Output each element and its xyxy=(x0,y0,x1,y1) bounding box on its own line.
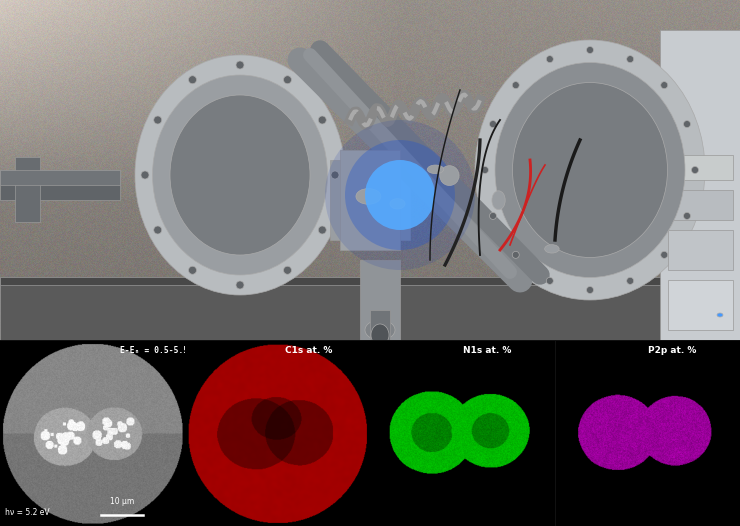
Ellipse shape xyxy=(512,251,519,258)
Ellipse shape xyxy=(152,75,328,275)
Circle shape xyxy=(345,140,455,250)
Ellipse shape xyxy=(475,40,705,300)
Bar xyxy=(660,30,740,340)
Text: E-Eₙ = 0.5-5.5 eV: E-Eₙ = 0.5-5.5 eV xyxy=(120,346,203,355)
Circle shape xyxy=(365,160,435,230)
Ellipse shape xyxy=(236,61,244,69)
Ellipse shape xyxy=(684,120,690,128)
Text: C1s at. %: C1s at. % xyxy=(285,346,332,355)
Ellipse shape xyxy=(495,63,685,278)
Bar xyxy=(15,157,40,222)
Ellipse shape xyxy=(440,166,459,186)
Ellipse shape xyxy=(489,120,497,128)
Ellipse shape xyxy=(684,213,690,219)
Ellipse shape xyxy=(587,46,593,54)
Bar xyxy=(0,280,740,340)
Text: N1s at. %: N1s at. % xyxy=(462,346,511,355)
Ellipse shape xyxy=(545,245,559,253)
Text: 10 μm: 10 μm xyxy=(110,497,134,505)
Circle shape xyxy=(325,120,475,270)
Ellipse shape xyxy=(546,277,554,285)
Ellipse shape xyxy=(141,171,149,179)
Bar xyxy=(0,170,120,185)
Ellipse shape xyxy=(283,266,292,274)
Ellipse shape xyxy=(482,167,488,174)
Ellipse shape xyxy=(546,56,554,63)
Ellipse shape xyxy=(717,313,723,317)
Bar xyxy=(0,277,740,285)
Ellipse shape xyxy=(661,251,667,258)
Ellipse shape xyxy=(189,266,197,274)
Bar xyxy=(668,280,733,330)
Ellipse shape xyxy=(587,287,593,294)
Ellipse shape xyxy=(154,226,162,234)
Ellipse shape xyxy=(189,76,197,84)
Ellipse shape xyxy=(331,171,339,179)
Ellipse shape xyxy=(318,226,326,234)
Bar xyxy=(330,160,410,240)
Ellipse shape xyxy=(365,320,395,340)
Text: P2p at. %: P2p at. % xyxy=(648,346,696,355)
Ellipse shape xyxy=(512,82,519,89)
Ellipse shape xyxy=(513,83,667,258)
Ellipse shape xyxy=(154,116,162,124)
Text: hν = 5.2 eV: hν = 5.2 eV xyxy=(4,508,50,517)
Bar xyxy=(370,310,390,340)
Ellipse shape xyxy=(135,55,345,295)
Bar xyxy=(668,155,733,180)
Ellipse shape xyxy=(356,189,381,204)
Bar xyxy=(340,150,400,250)
Ellipse shape xyxy=(371,324,389,346)
Bar xyxy=(668,190,733,220)
Ellipse shape xyxy=(661,82,667,89)
Ellipse shape xyxy=(691,167,699,174)
Ellipse shape xyxy=(390,199,405,209)
Ellipse shape xyxy=(492,191,505,210)
Ellipse shape xyxy=(170,95,310,255)
Ellipse shape xyxy=(283,76,292,84)
Ellipse shape xyxy=(489,213,497,219)
Bar xyxy=(360,260,400,340)
Bar xyxy=(668,230,733,270)
Ellipse shape xyxy=(627,277,633,285)
Ellipse shape xyxy=(627,56,633,63)
Bar xyxy=(0,170,120,200)
Ellipse shape xyxy=(236,281,244,289)
Ellipse shape xyxy=(427,165,444,174)
Ellipse shape xyxy=(318,116,326,124)
